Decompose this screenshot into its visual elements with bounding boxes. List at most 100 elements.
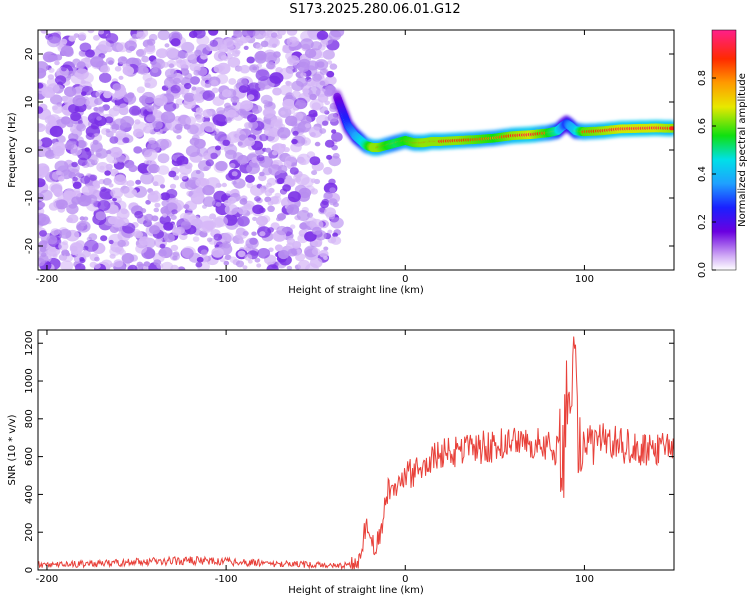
- y-tick-label: 20: [24, 48, 35, 61]
- noise-speckle: [203, 122, 216, 133]
- noise-speckle: [157, 165, 170, 176]
- noise-speckle: [54, 160, 69, 173]
- noise-speckle: [189, 76, 200, 85]
- noise-speckle: [146, 105, 155, 112]
- noise-speckle: [106, 149, 112, 155]
- spectrogram-x-ticks: -200 -100 0 100: [36, 30, 594, 285]
- noise-speckle: [164, 68, 178, 79]
- noise-speckle: [179, 164, 192, 175]
- x-tick-label: 100: [575, 274, 594, 285]
- noise-speckle: [165, 47, 179, 59]
- noise-speckle: [166, 188, 178, 199]
- noise-speckle: [229, 163, 236, 169]
- snr-plot: -200 -100 0 100 0 200 400 600 800 1000 1200 Heigh…: [7, 329, 675, 596]
- noise-speckle: [118, 75, 124, 80]
- noise-speckle: [68, 35, 76, 42]
- noise-speckle: [79, 258, 86, 264]
- noise-speckle: [143, 149, 158, 161]
- noise-speckle: [111, 129, 117, 134]
- noise-speckle: [280, 110, 286, 116]
- noise-speckle: [112, 92, 122, 101]
- noise-speckle: [201, 220, 215, 232]
- noise-speckle: [170, 38, 181, 47]
- snr-frame: [37, 329, 675, 571]
- noise-speckle: [229, 256, 238, 263]
- noise-speckle: [319, 249, 329, 258]
- noise-speckle: [221, 182, 227, 188]
- noise-speckle: [156, 48, 168, 59]
- noise-speckle: [87, 112, 102, 124]
- noise-speckle: [292, 241, 302, 249]
- noise-speckle: [120, 116, 135, 128]
- noise-speckle: [206, 237, 213, 243]
- noise-speckle: [316, 30, 329, 40]
- colorbar-ticks: 0.0 0.2 0.4 0.6 0.8: [697, 70, 716, 278]
- x-tick-label: 100: [575, 574, 594, 585]
- noise-speckle: [76, 123, 86, 132]
- noise-speckle: [143, 261, 151, 267]
- noise-speckle: [105, 57, 115, 65]
- noise-speckle: [187, 124, 199, 135]
- noise-speckle: [129, 105, 141, 116]
- ridge-core-cell: [668, 126, 674, 131]
- noise-speckle: [98, 40, 111, 51]
- noise-speckle: [71, 161, 78, 168]
- noise-speckle: [221, 89, 232, 98]
- noise-speckle: [323, 246, 329, 251]
- noise-speckle: [323, 191, 333, 200]
- noise-speckle: [332, 152, 340, 159]
- noise-speckle: [38, 61, 49, 73]
- noise-speckle: [245, 174, 255, 183]
- noise-speckle: [202, 90, 215, 101]
- noise-speckle: [193, 69, 201, 76]
- noise-speckle: [242, 265, 248, 270]
- noise-speckle: [63, 96, 74, 106]
- noise-speckle: [295, 99, 307, 110]
- noise-speckle: [203, 166, 209, 172]
- y-tick-label: -20: [24, 238, 35, 254]
- y-tick-label: -10: [24, 190, 35, 206]
- noise-speckle: [123, 186, 137, 199]
- y-tick-label: 1200: [24, 331, 35, 356]
- noise-speckle: [66, 217, 73, 223]
- noise-speckle: [162, 61, 169, 68]
- noise-speckle: [121, 252, 135, 264]
- noise-speckle: [254, 257, 261, 263]
- noise-speckle: [208, 30, 219, 36]
- noise-speckle: [235, 228, 249, 240]
- colorbar-gradient: [712, 30, 736, 270]
- noise-speckle: [53, 188, 63, 197]
- noise-speckle: [267, 205, 275, 212]
- noise-speckle: [58, 241, 69, 251]
- noise-speckle: [40, 137, 53, 148]
- noise-speckle: [271, 150, 278, 156]
- noise-speckle: [135, 179, 142, 185]
- noise-speckle: [209, 39, 218, 47]
- x-tick-label: 0: [402, 274, 408, 285]
- noise-speckle: [79, 42, 92, 53]
- noise-speckle: [215, 160, 228, 172]
- noise-speckle: [246, 56, 255, 64]
- noise-speckle: [265, 147, 272, 153]
- noise-speckle: [210, 79, 219, 87]
- noise-speckle: [287, 191, 301, 203]
- noise-speckle: [161, 261, 174, 270]
- noise-speckle: [157, 153, 170, 164]
- noise-speckle: [243, 45, 249, 51]
- noise-speckle: [327, 229, 333, 234]
- noise-speckle: [274, 192, 281, 199]
- noise-speckle: [163, 233, 175, 243]
- noise-speckle: [239, 64, 250, 74]
- noise-speckle: [215, 202, 222, 207]
- noise-speckle: [323, 256, 328, 260]
- noise-speckle: [291, 162, 298, 167]
- noise-speckle: [310, 178, 317, 183]
- noise-speckle: [304, 123, 311, 129]
- y-tick-label: 800: [24, 409, 35, 428]
- noise-speckle: [245, 122, 253, 129]
- noise-speckle: [233, 30, 243, 38]
- noise-speckle: [287, 179, 295, 186]
- noise-speckle: [184, 179, 198, 191]
- noise-speckle: [258, 174, 267, 182]
